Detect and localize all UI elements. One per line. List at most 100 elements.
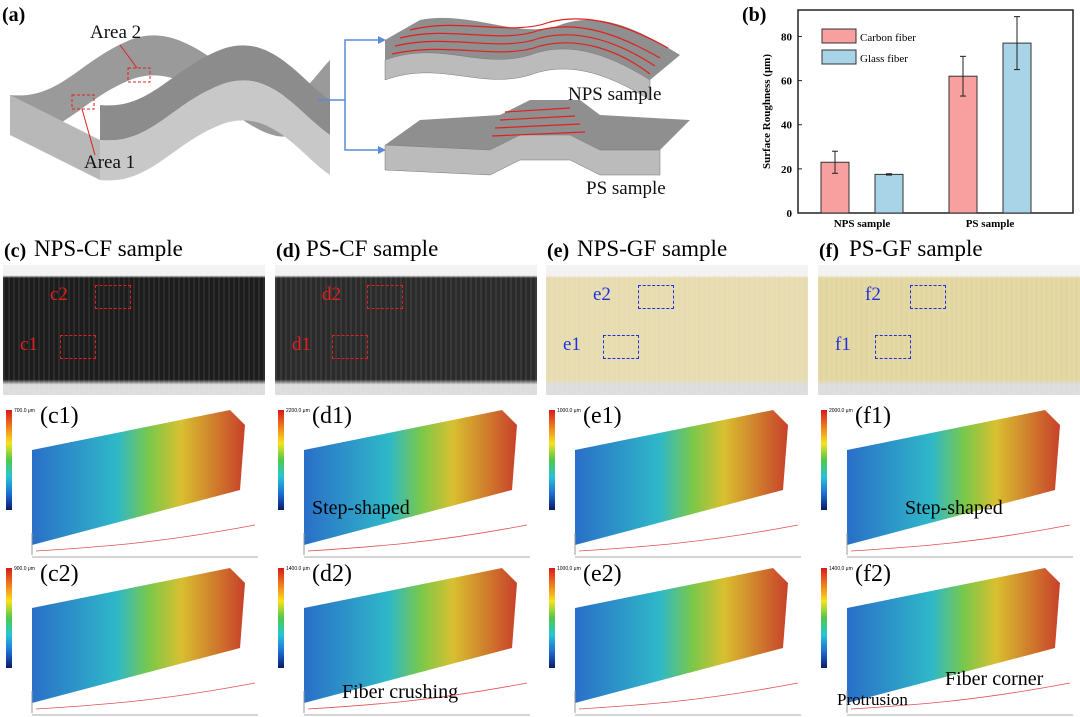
nps-sample-label: NPS sample bbox=[568, 84, 662, 105]
sample-photo bbox=[546, 265, 808, 395]
area-box-bottom bbox=[603, 335, 639, 359]
legend-swatch bbox=[821, 28, 857, 44]
sample-photo bbox=[275, 265, 537, 395]
x-tick-label: NPS sample bbox=[834, 218, 891, 230]
area1-box bbox=[71, 94, 95, 110]
colorbar-max: 1000.0 μm bbox=[557, 566, 581, 572]
legend-swatch bbox=[821, 49, 857, 65]
area2-box bbox=[127, 67, 151, 83]
3d-surface bbox=[303, 410, 530, 558]
area1-label: Area 1 bbox=[84, 152, 136, 173]
ps-sample-stack bbox=[384, 100, 690, 176]
map-annotation: Step-shaped bbox=[312, 497, 410, 519]
area2-label: Area 2 bbox=[90, 22, 142, 43]
3d-surface bbox=[846, 410, 1073, 558]
colorbar bbox=[278, 410, 284, 510]
map-label: (d2) bbox=[312, 561, 352, 587]
colorbar-max: 2000.0 μm bbox=[829, 408, 853, 414]
arrow-connector bbox=[318, 39, 378, 151]
colorbar bbox=[6, 410, 12, 510]
panel-title: NPS-CF sample bbox=[34, 236, 183, 261]
colorbar bbox=[6, 568, 12, 668]
map-label: (f1) bbox=[855, 403, 891, 429]
profile-line bbox=[850, 524, 1071, 552]
area-tag-top: d2 bbox=[322, 284, 341, 305]
panel-title: PS-GF sample bbox=[849, 236, 983, 261]
surface-height-map bbox=[815, 405, 1080, 560]
3d-surface bbox=[31, 410, 258, 558]
area-tag-bottom: e1 bbox=[563, 334, 581, 355]
panel-title: PS-CF sample bbox=[306, 236, 439, 261]
map-label: (f2) bbox=[855, 561, 891, 587]
sample-photo bbox=[818, 265, 1080, 395]
3d-surface bbox=[303, 568, 530, 716]
colorbar-max: 2200.0 μm bbox=[286, 408, 310, 414]
y-tick-label: 0 bbox=[787, 208, 793, 220]
panel-label: (c) bbox=[4, 240, 27, 262]
map-annotation-2: Protrusion bbox=[837, 690, 908, 709]
surface-height-map bbox=[272, 405, 537, 560]
area-tag-bottom: c1 bbox=[20, 334, 38, 355]
panel-title: NPS-GF sample bbox=[577, 236, 728, 261]
surface-height-map bbox=[543, 405, 808, 560]
colorbar bbox=[549, 568, 555, 668]
y-tick-label: 80 bbox=[781, 31, 793, 43]
y-axis-label: Surface Roughness (μm) bbox=[761, 54, 773, 169]
profile-line bbox=[578, 524, 799, 552]
y-tick-label: 20 bbox=[781, 164, 793, 176]
profile-line bbox=[35, 682, 256, 710]
map-annotation: Fiber corner bbox=[945, 668, 1044, 690]
panel-a-diagram bbox=[10, 17, 690, 181]
area-tag-top: e2 bbox=[593, 284, 611, 305]
surface-height-map bbox=[272, 563, 537, 717]
bar-carbon-fiber bbox=[948, 75, 978, 214]
ps-sample-label: PS sample bbox=[586, 178, 666, 199]
colorbar-max: 1400.0 μm bbox=[286, 566, 310, 572]
area-box-top bbox=[367, 285, 403, 309]
part-side bbox=[10, 95, 100, 180]
surface-height-map bbox=[0, 563, 265, 717]
colorbar-max: 900.0 μm bbox=[14, 566, 35, 572]
colorbar-max: 1000.0 μm bbox=[557, 408, 581, 414]
nps-sample-stack bbox=[384, 17, 680, 101]
bar-glass-fiber bbox=[1002, 42, 1032, 214]
map-label: (e2) bbox=[583, 561, 622, 587]
surface-height-map bbox=[543, 563, 808, 717]
area-tag-bottom: d1 bbox=[292, 334, 311, 355]
map-label: (d1) bbox=[312, 403, 352, 429]
legend-label: Glass fiber bbox=[860, 53, 908, 65]
area-box-top bbox=[95, 285, 131, 309]
panel-label: (f) bbox=[819, 240, 839, 262]
profile-line bbox=[307, 682, 528, 710]
area-tag-top: f2 bbox=[865, 284, 881, 305]
sample-photo bbox=[3, 265, 265, 395]
panel-label: (d) bbox=[276, 240, 301, 262]
surface-height-map bbox=[0, 405, 265, 560]
profile-line bbox=[850, 682, 1071, 710]
panel-label: (e) bbox=[547, 240, 570, 262]
map-annotation: Step-shaped bbox=[905, 497, 1003, 519]
map-label: (e1) bbox=[583, 403, 622, 429]
area-box-bottom bbox=[60, 335, 96, 359]
3d-surface bbox=[846, 568, 1073, 716]
panel-b-label: (b) bbox=[742, 4, 767, 26]
area-tag-top: c2 bbox=[50, 284, 68, 305]
map-annotation: Fiber crushing bbox=[342, 681, 459, 703]
area-box-top bbox=[638, 285, 674, 309]
colorbar-max: 1400.0 μm bbox=[829, 566, 853, 572]
bar-glass-fiber bbox=[874, 173, 904, 214]
3d-surface bbox=[574, 410, 801, 558]
x-tick-label: PS sample bbox=[966, 218, 1015, 230]
plot-frame bbox=[797, 9, 1074, 214]
map-label: (c2) bbox=[40, 561, 79, 587]
area-box-bottom bbox=[875, 335, 911, 359]
colorbar bbox=[821, 410, 827, 510]
colorbar-max: 700.0 μm bbox=[14, 408, 35, 414]
panel-a-label: (a) bbox=[2, 4, 26, 26]
area-box-bottom bbox=[332, 335, 368, 359]
surface-height-map bbox=[815, 563, 1080, 717]
profile-line bbox=[35, 524, 256, 552]
3d-surface bbox=[31, 568, 258, 716]
colorbar bbox=[278, 568, 284, 668]
